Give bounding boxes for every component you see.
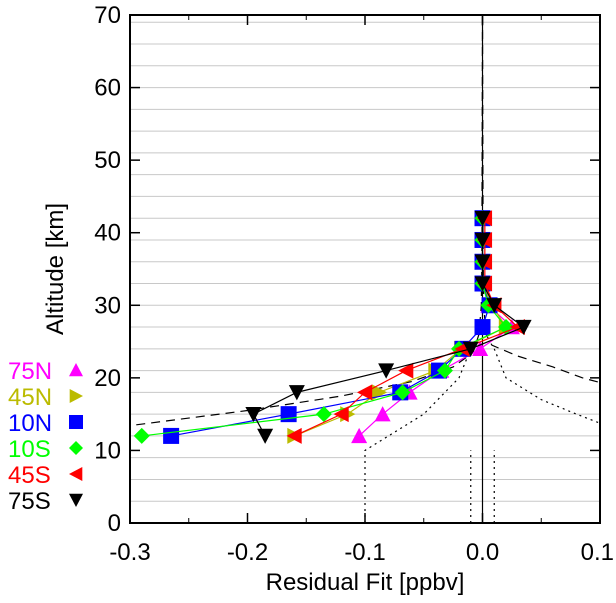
data-point-75n (374, 406, 391, 422)
series-75s (245, 211, 532, 444)
data-point-45n (371, 384, 388, 401)
data-point-75s (288, 385, 305, 401)
y-axis-label: Altitude [km] (42, 203, 69, 335)
legend-label-45s: 45S (8, 462, 51, 489)
legend-item-10s: 10S (8, 436, 83, 463)
x-tick-label: 0.0 (466, 539, 499, 566)
y-tick-label: 50 (94, 147, 121, 174)
y-tick-label: 10 (94, 437, 121, 464)
y-tick-label: 60 (94, 75, 121, 102)
legend-label-75n: 75N (8, 358, 52, 385)
x-tick-label: -0.1 (344, 539, 385, 566)
legend-marker-10n (69, 415, 83, 429)
reference-line-dashed (130, 15, 484, 427)
data-point-45s (398, 362, 414, 379)
y-tick-label: 40 (94, 220, 121, 247)
data-point-10n (280, 406, 297, 423)
data-point-75s (474, 232, 491, 248)
legend-item-45n: 45N (8, 384, 83, 411)
legend-marker-45s (69, 467, 83, 481)
data-point-75s (474, 276, 491, 292)
legend-label-10s: 10S (8, 436, 51, 463)
data-series (133, 210, 532, 444)
data-point-75s (474, 254, 491, 270)
data-point-10n (163, 427, 180, 444)
data-point-10s (394, 384, 411, 401)
data-point-75s (245, 406, 262, 423)
legend-marker-10s (69, 441, 83, 455)
y-tick-label: 70 (94, 2, 121, 29)
data-point-75s (474, 211, 491, 227)
data-point-10n (474, 319, 491, 336)
data-point-75s (257, 428, 274, 444)
legend-item-45s: 45S (8, 462, 83, 489)
x-tick-label: -0.2 (227, 539, 268, 566)
legend-label-75s: 75S (8, 488, 51, 515)
data-point-10s (133, 427, 150, 444)
reference-line-dotted (493, 348, 600, 424)
legend-label-45n: 45N (8, 384, 52, 411)
legend-marker-75s (69, 493, 83, 507)
x-axis-label: Residual Fit [ppbv] (266, 569, 465, 596)
data-point-10s (436, 362, 453, 379)
legend-item-75s: 75S (8, 488, 83, 515)
data-point-75s (378, 363, 395, 379)
reference-line-dotted (364, 348, 472, 523)
data-point-75s (462, 341, 479, 357)
data-point-75s (486, 298, 503, 314)
data-point-75n (472, 340, 489, 357)
legend-item-10n: 10N (8, 410, 83, 437)
data-point-10s (498, 319, 514, 336)
data-point-45s (286, 427, 302, 444)
x-tick-label: 0.1 (581, 539, 614, 566)
legend-label-10n: 10N (8, 410, 52, 437)
data-point-75n (351, 427, 368, 444)
legend-marker-45n (69, 389, 83, 403)
axis-ticks: -0.3 -0.2 -0.1 0.0 0.1 0 10 20 30 40 50 60 70 (94, 2, 614, 566)
data-point-10s (315, 406, 332, 423)
reference-lines (130, 15, 600, 523)
data-point-45s (333, 406, 349, 423)
horizontal-gridlines (130, 21, 600, 502)
y-tick-label: 30 (94, 292, 121, 319)
y-tick-label: 0 (108, 510, 121, 537)
legend-marker-75n (69, 363, 83, 377)
x-tick-label: -0.3 (109, 539, 150, 566)
y-tick-label: 20 (94, 365, 121, 392)
data-point-75s (515, 319, 532, 336)
plot-frame (129, 14, 601, 524)
data-point-45s (357, 384, 373, 401)
legend-item-75n: 75N (8, 358, 83, 385)
